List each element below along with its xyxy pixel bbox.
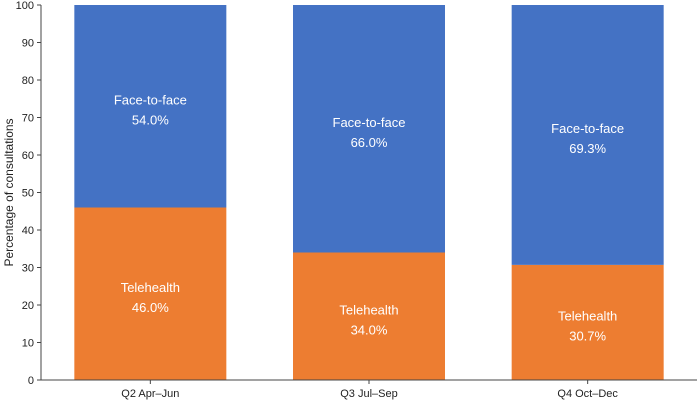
bar-segment-telehealth [74,207,227,380]
y-tick-label: 30 [22,263,34,275]
segment-value-label: 54.0% [132,112,169,127]
bar-segment-face-to-face [293,5,445,253]
x-tick-label: Q3 Jul–Sep [340,388,397,400]
y-tick-label: 60 [22,150,34,162]
x-axis-labels: Q2 Apr–Jun Q3 Jul–Sep Q4 Oct–Dec [121,380,618,400]
y-tick-label: 20 [22,300,34,312]
y-tick-label: 90 [22,38,34,50]
y-tick-label: 50 [22,188,34,200]
segment-series-label: Telehealth [339,302,398,317]
bar-segment-face-to-face [511,5,664,265]
segment-series-label: Telehealth [121,280,180,295]
segment-value-label: 30.7% [569,328,606,343]
bar-segment-telehealth [293,252,445,380]
segment-series-label: Face-to-face [551,121,624,136]
y-tick-label: 0 [28,375,34,387]
segment-value-label: 46.0% [132,300,169,315]
y-tick-label: 10 [22,338,34,350]
segment-value-label: 34.0% [351,322,388,337]
y-tick-label: 80 [22,75,34,87]
x-tick-label: Q2 Apr–Jun [121,388,179,400]
bar-segment-telehealth [511,264,664,380]
y-tick-label: 70 [22,113,34,125]
segment-value-label: 69.3% [569,141,606,156]
bar-segment-face-to-face [74,5,227,208]
segment-value-label: 66.0% [351,135,388,150]
bars: Telehealth 46.0% Face-to-face 54.0% Teleheal… [74,5,664,380]
y-axis-ticks: 0 10 20 30 40 50 60 70 80 90 100 [16,0,41,387]
segment-series-label: Face-to-face [333,115,406,130]
y-tick-label: 40 [22,225,34,237]
segment-series-label: Face-to-face [114,92,187,107]
x-tick-label: Q4 Oct–Dec [557,388,618,400]
y-tick-label: 100 [16,0,34,12]
y-axis-label: Percentage of consultations [2,118,16,266]
segment-series-label: Telehealth [558,308,617,323]
